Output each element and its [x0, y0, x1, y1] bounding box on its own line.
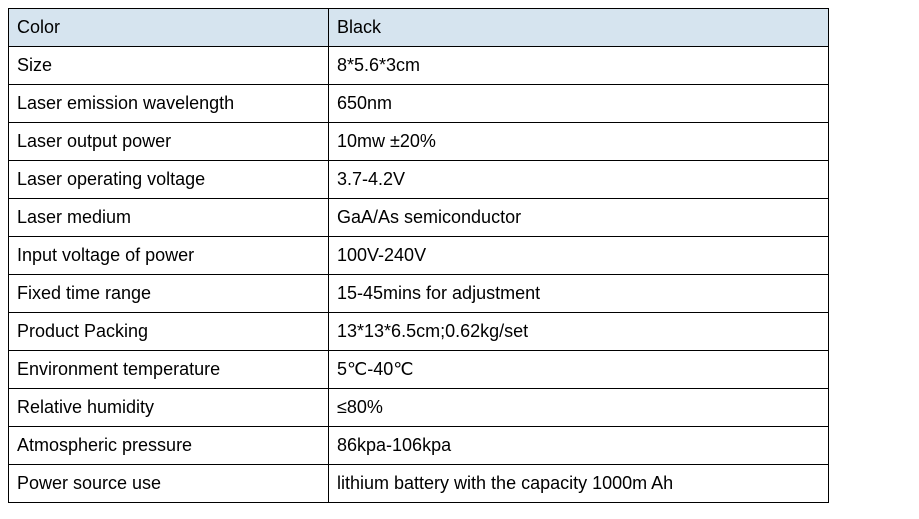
row-value: 10mw ±20%: [329, 123, 829, 161]
row-label: Size: [9, 47, 329, 85]
row-label: Product Packing: [9, 313, 329, 351]
row-label: Laser operating voltage: [9, 161, 329, 199]
header-value: Black: [329, 9, 829, 47]
row-value: ≤80%: [329, 389, 829, 427]
row-value: GaA/As semiconductor: [329, 199, 829, 237]
row-label: Relative humidity: [9, 389, 329, 427]
table-row: Environment temperature 5℃-40℃: [9, 351, 829, 389]
table-header-row: Color Black: [9, 9, 829, 47]
row-label: Fixed time range: [9, 275, 329, 313]
table-row: Size 8*5.6*3cm: [9, 47, 829, 85]
row-value: 8*5.6*3cm: [329, 47, 829, 85]
table-row: Input voltage of power 100V-240V: [9, 237, 829, 275]
table-row: Laser medium GaA/As semiconductor: [9, 199, 829, 237]
table-row: Laser output power 10mw ±20%: [9, 123, 829, 161]
row-label: Laser emission wavelength: [9, 85, 329, 123]
table-row: Laser operating voltage 3.7-4.2V: [9, 161, 829, 199]
row-label: Laser medium: [9, 199, 329, 237]
row-value: lithium battery with the capacity 1000m …: [329, 465, 829, 503]
row-value: 650nm: [329, 85, 829, 123]
row-value: 13*13*6.5cm;0.62kg/set: [329, 313, 829, 351]
row-value: 100V-240V: [329, 237, 829, 275]
row-label: Input voltage of power: [9, 237, 329, 275]
row-label: Power source use: [9, 465, 329, 503]
header-label: Color: [9, 9, 329, 47]
table-row: Power source use lithium battery with th…: [9, 465, 829, 503]
row-value: 3.7-4.2V: [329, 161, 829, 199]
row-value: 15-45mins for adjustment: [329, 275, 829, 313]
spec-table: Color Black Size 8*5.6*3cm Laser emissio…: [8, 8, 829, 503]
table-row: Atmospheric pressure 86kpa-106kpa: [9, 427, 829, 465]
table-row: Product Packing 13*13*6.5cm;0.62kg/set: [9, 313, 829, 351]
table-row: Relative humidity ≤80%: [9, 389, 829, 427]
row-value: 86kpa-106kpa: [329, 427, 829, 465]
row-label: Environment temperature: [9, 351, 329, 389]
row-value: 5℃-40℃: [329, 351, 829, 389]
table-row: Fixed time range 15-45mins for adjustmen…: [9, 275, 829, 313]
row-label: Laser output power: [9, 123, 329, 161]
row-label: Atmospheric pressure: [9, 427, 329, 465]
table-row: Laser emission wavelength 650nm: [9, 85, 829, 123]
